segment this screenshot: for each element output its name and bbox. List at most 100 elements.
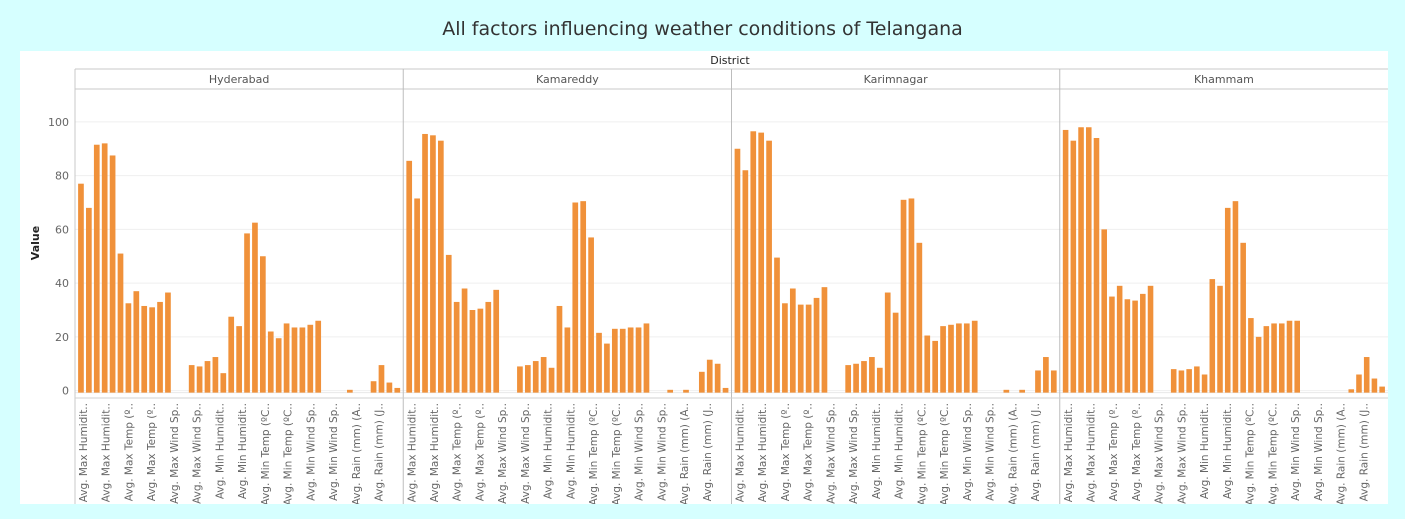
bar bbox=[956, 323, 962, 393]
x-tick-label: Avg. Max Wind Sp.. bbox=[848, 403, 860, 504]
x-tick-label: Avg. Min Wind Sp.. bbox=[656, 403, 668, 501]
y-tick-label: 60 bbox=[55, 223, 69, 236]
bar bbox=[683, 389, 689, 393]
x-tick-label: Avg. Min Temp (ºC.. bbox=[260, 403, 272, 504]
bar bbox=[370, 381, 377, 393]
bar bbox=[932, 340, 939, 393]
bar bbox=[734, 148, 741, 393]
bar bbox=[275, 338, 282, 393]
bar bbox=[1209, 279, 1216, 393]
x-tick-label: Avg. Min Wind Sp.. bbox=[985, 403, 997, 501]
bar bbox=[1371, 378, 1378, 393]
district-header: Kamareddy bbox=[536, 73, 599, 86]
y-tick-label: 20 bbox=[55, 331, 69, 344]
x-tick-label: Avg. Min Wind Sp.. bbox=[634, 403, 646, 501]
bar bbox=[916, 242, 923, 393]
bar bbox=[1240, 242, 1246, 393]
x-tick-label: Avg. Max Humidit.. bbox=[735, 403, 747, 502]
bar bbox=[789, 288, 796, 393]
bar bbox=[884, 292, 891, 393]
bar bbox=[437, 140, 444, 393]
bar bbox=[267, 331, 274, 393]
bar bbox=[469, 310, 476, 393]
bar bbox=[940, 326, 946, 393]
x-tick-label: Avg. Max Humidit.. bbox=[101, 403, 113, 502]
x-tick-label: Avg. Min Humidit.. bbox=[871, 403, 883, 499]
bar bbox=[963, 323, 970, 393]
bar bbox=[1363, 357, 1370, 393]
bar bbox=[766, 140, 772, 393]
bar bbox=[236, 326, 242, 393]
bar bbox=[667, 389, 674, 393]
bar bbox=[971, 320, 978, 393]
bar bbox=[1140, 293, 1146, 393]
x-tick-label: Avg. Rain (mm) (A.. bbox=[1007, 403, 1019, 504]
bar bbox=[1085, 127, 1092, 393]
bar bbox=[758, 132, 765, 393]
bar bbox=[1232, 201, 1239, 393]
bar bbox=[196, 366, 203, 393]
bar bbox=[109, 155, 116, 393]
bar bbox=[307, 324, 314, 393]
bar bbox=[564, 327, 571, 393]
district-header: Karimnagar bbox=[864, 73, 928, 86]
bar bbox=[1116, 285, 1123, 393]
district-header: Khammam bbox=[1194, 73, 1254, 86]
y-tick-label: 40 bbox=[55, 277, 69, 290]
x-tick-label: Avg. Rain (mm) (A.. bbox=[1336, 403, 1348, 504]
bar bbox=[540, 357, 547, 393]
x-tick-label: Avg. Min Wind Sp.. bbox=[305, 403, 317, 501]
bar bbox=[157, 301, 163, 393]
bar bbox=[1286, 320, 1293, 393]
bar bbox=[853, 363, 859, 393]
y-axis-title: Value bbox=[29, 226, 42, 260]
bar bbox=[1078, 127, 1084, 393]
x-tick-label: Avg. Max Wind Sp.. bbox=[1154, 403, 1166, 504]
x-tick-label: Avg. Max Wind Sp.. bbox=[520, 403, 532, 504]
bar bbox=[1263, 326, 1270, 393]
chart-title: All factors influencing weather conditio… bbox=[442, 18, 963, 40]
bar bbox=[774, 257, 780, 393]
bar bbox=[782, 303, 788, 393]
x-tick-label: Avg. Max Humidit.. bbox=[406, 403, 418, 502]
x-tick-label: Avg. Min Temp (ºC.. bbox=[611, 403, 623, 504]
bar bbox=[204, 361, 211, 393]
bar bbox=[900, 199, 907, 393]
x-tick-label: Avg. Min Temp (ºC.. bbox=[916, 403, 928, 504]
bar bbox=[1109, 296, 1115, 393]
bar bbox=[524, 365, 531, 393]
column-header: District bbox=[710, 54, 750, 67]
bar bbox=[346, 389, 353, 393]
bar bbox=[1170, 369, 1177, 393]
bar bbox=[101, 143, 108, 393]
bar bbox=[532, 361, 539, 393]
x-tick-label: Avg. Min Humidit.. bbox=[543, 403, 555, 499]
bar bbox=[125, 303, 132, 393]
x-tick-label: Avg. Min Temp (ºC.. bbox=[1267, 403, 1279, 504]
x-tick-label: Avg. Max Humidit.. bbox=[1085, 403, 1097, 502]
bar bbox=[93, 144, 100, 393]
bar bbox=[742, 170, 749, 393]
bar bbox=[1043, 357, 1049, 393]
bar bbox=[260, 256, 266, 393]
bar bbox=[141, 305, 148, 393]
bar bbox=[1348, 389, 1355, 393]
bar bbox=[291, 327, 298, 393]
bar bbox=[493, 289, 500, 393]
bar bbox=[86, 207, 92, 393]
bar bbox=[1124, 299, 1131, 393]
x-tick-label: Avg. Max Humidit.. bbox=[1063, 403, 1075, 502]
bar bbox=[1356, 374, 1362, 393]
x-tick-label: Avg. Min Humidit.. bbox=[1222, 403, 1234, 499]
bar bbox=[445, 254, 452, 393]
bar bbox=[1101, 229, 1107, 393]
bar bbox=[845, 365, 852, 393]
bar bbox=[714, 363, 721, 393]
x-tick-label: Avg. Rain (mm) (J.. bbox=[1030, 403, 1042, 501]
bar bbox=[1132, 300, 1138, 393]
bar bbox=[422, 133, 428, 393]
bar bbox=[861, 361, 867, 393]
x-tick-label: Avg. Max Wind Sp.. bbox=[497, 403, 509, 504]
bar bbox=[588, 237, 594, 393]
bar bbox=[548, 367, 555, 393]
